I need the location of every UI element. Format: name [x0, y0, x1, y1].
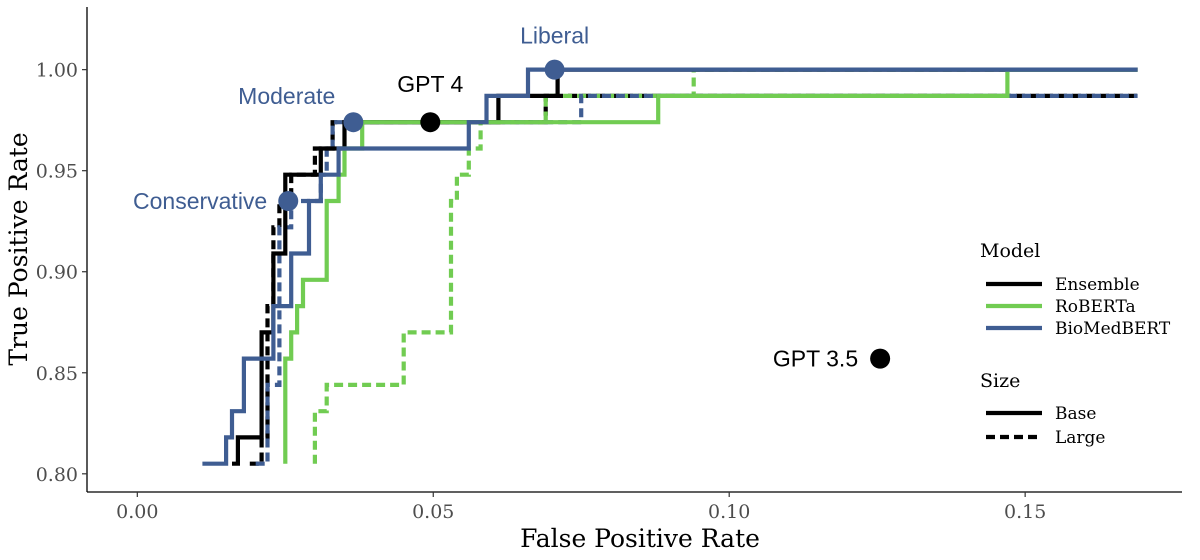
x-ticks: 0.00 0.05 0.10 0.15	[116, 492, 1046, 523]
y-tick-label: 0.90	[36, 262, 78, 284]
point-label-liberal: Liberal	[520, 23, 589, 49]
series-line-biomedbert-large	[255, 93, 1138, 466]
y-tick-label: 0.95	[36, 161, 78, 183]
x-axis-title: False Positive Rate	[520, 524, 760, 553]
legend-label-roberta: RoBERTa	[1055, 297, 1136, 317]
point-label-conservative: Conservative	[133, 188, 267, 214]
y-axis-title: True Positive Rate	[4, 132, 33, 365]
legend-label-biomedbert: BioMedBERT	[1055, 319, 1171, 339]
points-layer: Conservative Moderate Liberal GPT 4 GPT 3.5	[133, 23, 891, 372]
legend-label-ensemble: Ensemble	[1055, 275, 1140, 295]
point-moderate	[343, 112, 364, 133]
y-tick-label: 0.80	[36, 464, 78, 486]
point-conservative	[278, 191, 299, 211]
series-line-ensemble-base	[232, 67, 1138, 466]
point-liberal	[544, 59, 565, 80]
point-gpt-3-5	[870, 348, 891, 369]
legend-size-items: Base Large	[986, 404, 1106, 448]
series-line-biomedbert-base	[202, 67, 1138, 466]
legend-size-title: Size	[980, 370, 1020, 392]
x-tick-label: 0.15	[1004, 501, 1046, 523]
point-label-gpt-3-5: GPT 3.5	[773, 346, 858, 372]
x-tick-label: 0.10	[708, 501, 750, 523]
series-line-roberta-base	[283, 67, 1138, 464]
axes	[86, 7, 1182, 493]
y-tick-label: 0.85	[36, 363, 78, 385]
legend-label-large: Large	[1055, 428, 1106, 448]
point-label-gpt-4: GPT 4	[397, 71, 463, 97]
series-layer	[202, 67, 1138, 466]
y-tick-label: 1.00	[36, 60, 78, 82]
legend-model-title: Model	[980, 240, 1040, 262]
x-tick-label: 0.05	[412, 501, 454, 523]
y-ticks: 0.80 0.85 0.90 0.95 1.00	[36, 60, 87, 486]
series-line-ensemble-large	[249, 93, 1138, 466]
point-label-moderate: Moderate	[238, 83, 335, 109]
series-line-roberta-large	[312, 67, 1008, 464]
x-tick-label: 0.00	[116, 501, 158, 523]
legend-label-base: Base	[1055, 404, 1096, 424]
point-gpt-4	[420, 112, 441, 133]
